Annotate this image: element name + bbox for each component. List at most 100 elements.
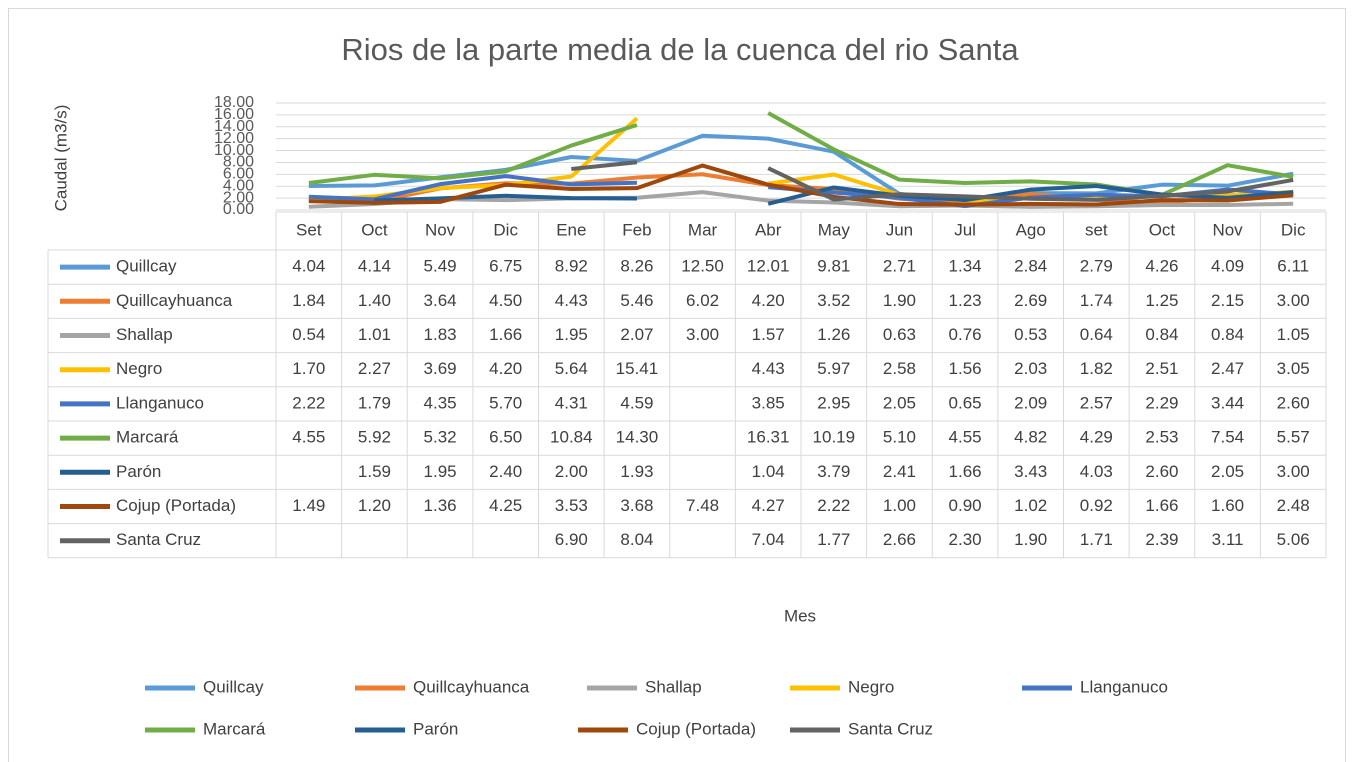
data-label: 4.03 [1080,462,1113,481]
table-series-name: Llanganuco [116,393,204,412]
data-label: 3.11 [1212,530,1244,549]
legend-label: Shallap [645,677,702,696]
data-label: 3.79 [817,462,850,481]
data-label: 2.51 [1145,359,1178,378]
data-label: 5.64 [555,359,588,378]
line [767,166,1294,202]
chart-border [8,8,1346,762]
y-tick-label: 4.00 [223,177,254,194]
line [308,163,1294,207]
data-label: 0.76 [949,325,982,344]
data-label: 10.84 [550,428,593,447]
x-tick-label: Jun [886,220,913,239]
data-label: 2.48 [1277,496,1310,515]
y-tick-label: 16.00 [214,106,254,123]
data-label: 4.82 [1014,428,1047,447]
line [374,193,637,203]
data-label: 0.65 [949,393,982,412]
table-series-name: Parón [116,462,161,481]
table-series-name: Santa Cruz [116,530,201,549]
line [767,184,1294,206]
data-label: 1.36 [424,496,457,515]
table-series-name: Negro [116,359,162,378]
line [308,190,1294,209]
data-label: 2.84 [1014,257,1047,276]
x-tick-label: Ene [556,220,586,239]
x-tick-label: Jul [954,220,976,239]
data-label: 1.71 [1080,530,1113,549]
data-label: 0.64 [1080,325,1113,344]
data-label: 8.04 [620,530,653,549]
data-label: 4.29 [1080,428,1113,447]
data-label: 1.56 [949,359,982,378]
data-label: 6.75 [489,257,522,276]
data-label: 2.66 [883,530,916,549]
data-label: 4.55 [292,428,325,447]
data-label: 2.00 [555,462,588,481]
data-label: 4.50 [489,291,522,310]
y-tick-label: 14.00 [214,118,254,135]
legend-label: Negro [848,677,894,696]
table-series-name: Marcará [116,428,179,447]
data-label: 4.35 [424,393,457,412]
y-tick-label: 18.00 [214,94,254,111]
data-label: 15.41 [616,359,659,378]
data-label: 1.84 [292,291,325,310]
legend-label: Quillcayhuanca [413,677,530,696]
data-label: 8.26 [620,257,653,276]
x-tick-label: Feb [622,220,651,239]
data-label: 1.20 [358,496,391,515]
data-label: 2.41 [883,462,916,481]
table-series-name: Cojup (Portada) [116,496,236,515]
legend-label: Llanganuco [1080,677,1168,696]
x-tick-label: Nov [1212,220,1243,239]
data-label: 9.81 [817,257,850,276]
data-label: 3.05 [1277,359,1310,378]
data-label: 2.39 [1145,530,1178,549]
x-tick-label: Mar [688,220,718,239]
data-label: 4.25 [489,496,522,515]
table-series-name: Quillcay [116,257,177,276]
data-label: 1.59 [358,462,391,481]
data-label: 0.84 [1211,325,1244,344]
data-label: 2.53 [1145,428,1178,447]
x-tick-label: Set [296,220,322,239]
legend-label: Marcará [203,719,266,738]
data-label: 1.95 [424,462,457,481]
data-label: 4.20 [489,359,522,378]
data-label: 2.69 [1014,291,1047,310]
data-label: 2.71 [883,257,916,276]
data-label: 8.92 [555,257,588,276]
table-series-name: Shallap [116,325,173,344]
data-label: 16.31 [747,428,790,447]
y-tick-label: 8.00 [223,154,254,171]
data-label: 0.63 [883,325,916,344]
data-label: 0.53 [1014,325,1047,344]
data-label: 2.40 [489,462,522,481]
data-label: 14.30 [616,428,659,447]
data-label: 4.26 [1145,257,1178,276]
y-tick-label: 10.00 [214,142,254,159]
data-label: 1.70 [292,359,325,378]
data-label: 3.68 [620,496,653,515]
data-label: 12.01 [747,257,790,276]
data-label: 2.95 [817,393,850,412]
data-label: 4.55 [949,428,982,447]
data-label: 1.60 [1211,496,1244,515]
data-label: 6.50 [489,428,522,447]
data-label: 4.43 [752,359,785,378]
data-label: 4.43 [555,291,588,310]
data-label: 5.97 [817,359,850,378]
data-label: 5.10 [883,428,916,447]
data-label: 1.00 [883,496,916,515]
data-label: 3.53 [555,496,588,515]
data-label: 6.90 [555,530,588,549]
data-label: 1.66 [1145,496,1178,515]
data-label: 2.09 [1014,393,1047,412]
data-label: 2.79 [1080,257,1113,276]
data-label: 5.32 [424,428,457,447]
data-label: 5.70 [489,393,522,412]
y-tick-label: 0.00 [223,201,254,218]
data-label: 7.48 [686,496,719,515]
